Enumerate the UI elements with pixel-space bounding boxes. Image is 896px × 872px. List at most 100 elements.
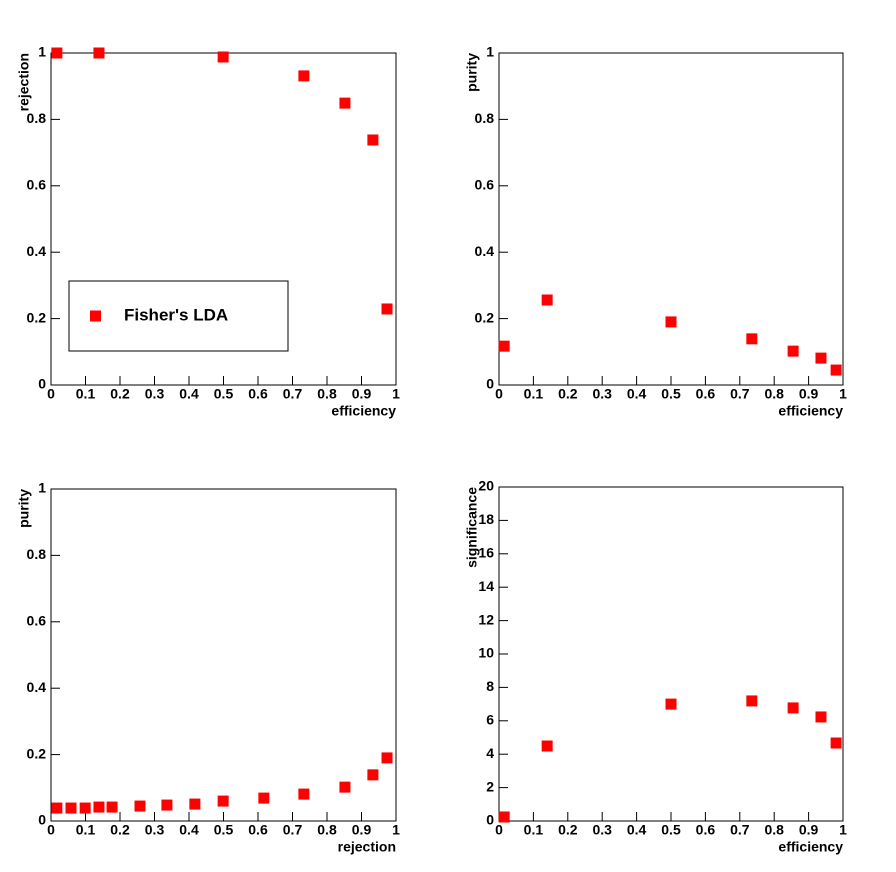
x-tick-label: 0.1	[76, 822, 96, 838]
y-tick-label: 0	[486, 812, 494, 828]
y-tick-label: 1	[38, 44, 46, 60]
x-tick-label: 0.7	[283, 822, 303, 838]
marker	[746, 333, 758, 345]
x-tick-label: 0	[47, 822, 55, 838]
y-tick-label: 18	[478, 511, 494, 527]
y-axis-label: purity	[464, 53, 480, 92]
x-tick-label: 0.7	[730, 386, 750, 402]
marker	[65, 802, 77, 814]
marker	[339, 97, 351, 109]
x-tick-label: 0.5	[661, 386, 681, 402]
x-tick-label: 0.4	[179, 822, 199, 838]
legend-marker	[90, 310, 101, 322]
x-tick-label: 0	[495, 386, 503, 402]
x-tick-label: 0.9	[352, 386, 372, 402]
marker	[93, 801, 105, 813]
y-tick-label: 0.4	[27, 679, 47, 695]
marker	[367, 134, 379, 146]
panel: 0 0.1 0.2 0.3 0.4 0.5 0.6 0.7 0.8 0.9 1 0 0.2 0.4 0.6 0…	[16, 44, 400, 419]
y-tick-label: 0	[486, 376, 494, 392]
y-tick-label: 4	[486, 745, 494, 761]
x-tick-label: 0.2	[558, 386, 578, 402]
x-tick-label: 0.5	[214, 386, 234, 402]
y-tick-label: 0.8	[27, 110, 47, 126]
marker	[815, 352, 827, 364]
y-tick-label: 0.2	[27, 309, 47, 325]
marker	[787, 345, 799, 357]
x-tick-label: 0.1	[76, 386, 96, 402]
y-tick-label: 0	[38, 812, 46, 828]
y-tick-label: 1	[486, 44, 494, 60]
marker	[787, 702, 799, 714]
y-tick-label: 0	[38, 376, 46, 392]
x-tick-label: 0.6	[248, 386, 268, 402]
x-tick-label: 0.2	[110, 822, 130, 838]
x-tick-label: 1	[839, 822, 847, 838]
marker	[830, 737, 842, 749]
y-tick-label: 2	[486, 778, 494, 794]
x-tick-label: 0.5	[661, 822, 681, 838]
x-tick-label: 0.1	[524, 386, 544, 402]
marker	[161, 799, 173, 811]
x-tick-label: 0.9	[799, 822, 819, 838]
y-tick-label: 6	[486, 712, 494, 728]
y-tick-label: 1	[38, 480, 46, 496]
y-tick-label: 20	[478, 478, 494, 494]
marker	[815, 711, 827, 723]
x-tick-label: 0.3	[592, 822, 612, 838]
marker	[830, 364, 842, 376]
y-axis-label: purity	[16, 489, 32, 528]
x-tick-label: 0.7	[283, 386, 303, 402]
y-tick-label: 0.6	[27, 177, 47, 193]
x-axis-label: efficiency	[331, 403, 396, 419]
y-tick-label: 16	[478, 545, 494, 561]
marker	[746, 695, 758, 707]
marker	[106, 801, 118, 813]
x-tick-label: 0.8	[764, 386, 784, 402]
y-axis-label: significance	[464, 487, 480, 568]
marker	[665, 698, 677, 710]
plot-frame	[50, 488, 397, 822]
x-tick-label: 0.1	[524, 822, 544, 838]
x-tick-label: 0	[495, 822, 503, 838]
marker	[665, 316, 677, 328]
y-tick-label: 0.4	[27, 243, 47, 259]
x-tick-label: 1	[839, 386, 847, 402]
marker	[51, 802, 63, 814]
x-tick-label: 0	[47, 386, 55, 402]
y-tick-label: 0.2	[27, 745, 47, 761]
x-tick-label: 0.3	[145, 822, 165, 838]
y-tick-label: 8	[486, 678, 494, 694]
x-tick-label: 0.9	[352, 822, 372, 838]
y-axis-label: rejection	[16, 53, 32, 111]
x-tick-label: 0.3	[145, 386, 165, 402]
marker	[298, 70, 310, 82]
y-tick-label: 12	[478, 611, 494, 627]
panel: 0 0.1 0.2 0.3 0.4 0.5 0.6 0.7 0.8 0.9 1 0 0.2 0.4 0.6 0…	[16, 480, 400, 855]
marker	[258, 792, 270, 804]
marker	[541, 740, 553, 752]
marker	[134, 800, 146, 812]
marker	[498, 340, 510, 352]
x-tick-label: 0.7	[730, 822, 750, 838]
x-tick-label: 0.6	[696, 822, 716, 838]
marker	[189, 798, 201, 810]
marker	[93, 47, 105, 59]
x-tick-label: 0.2	[110, 386, 130, 402]
legend-box	[68, 280, 289, 352]
marker	[79, 802, 91, 814]
y-tick-label: 0.6	[475, 177, 495, 193]
x-tick-label: 0.5	[214, 822, 234, 838]
y-tick-label: 0.6	[27, 613, 47, 629]
panel: 0 0.1 0.2 0.3 0.4 0.5 0.6 0.7 0.8 0.9 102468101214…	[464, 478, 847, 855]
y-tick-label: 10	[478, 645, 494, 661]
marker	[339, 781, 351, 793]
x-tick-label: 0.6	[248, 822, 268, 838]
x-tick-label: 0.8	[317, 386, 337, 402]
x-tick-label: 0.8	[317, 822, 337, 838]
x-tick-label: 1	[392, 822, 400, 838]
x-tick-label: 0.8	[764, 822, 784, 838]
y-tick-label: 0.8	[27, 546, 47, 562]
marker	[217, 51, 229, 63]
